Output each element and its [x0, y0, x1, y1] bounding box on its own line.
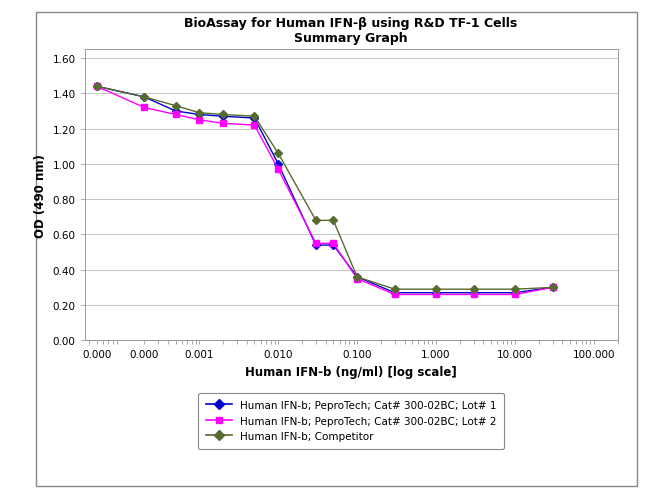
Human IFN-b; PeproTech; Cat# 300-02BC; Lot# 2 [511, 292, 519, 298]
Human IFN-b; Competitor [470, 287, 478, 293]
Human IFN-b; PeproTech; Cat# 300-02BC; Lot# 1 [196, 112, 203, 118]
Human IFN-b; Competitor [274, 151, 282, 157]
Human IFN-b; Competitor [549, 285, 556, 291]
Human IFN-b; Competitor [330, 218, 337, 224]
Human IFN-b; PeproTech; Cat# 300-02BC; Lot# 1 [391, 290, 398, 296]
Human IFN-b; PeproTech; Cat# 300-02BC; Lot# 1 [353, 274, 361, 280]
Human IFN-b; PeproTech; Cat# 300-02BC; Lot# 2 [330, 241, 337, 247]
Human IFN-b; PeproTech; Cat# 300-02BC; Lot# 2 [274, 167, 282, 173]
Human IFN-b; Competitor [219, 112, 227, 118]
Human IFN-b; Competitor [140, 95, 148, 101]
Human IFN-b; Competitor [391, 287, 398, 293]
Line: Human IFN-b; PeproTech; Cat# 300-02BC; Lot# 2: Human IFN-b; PeproTech; Cat# 300-02BC; L… [94, 84, 555, 298]
Human IFN-b; Competitor [93, 84, 101, 90]
Human IFN-b; Competitor [312, 218, 320, 224]
Human IFN-b; PeproTech; Cat# 300-02BC; Lot# 1 [470, 290, 478, 296]
Human IFN-b; Competitor [196, 111, 203, 117]
Human IFN-b; Competitor [511, 287, 519, 293]
Title: BioAssay for Human IFN-β using R&D TF-1 Cells
Summary Graph: BioAssay for Human IFN-β using R&D TF-1 … [185, 17, 517, 45]
Human IFN-b; PeproTech; Cat# 300-02BC; Lot# 2 [93, 84, 101, 90]
Human IFN-b; PeproTech; Cat# 300-02BC; Lot# 2 [432, 292, 440, 298]
Human IFN-b; PeproTech; Cat# 300-02BC; Lot# 1 [312, 242, 320, 248]
Human IFN-b; PeproTech; Cat# 300-02BC; Lot# 2 [251, 123, 259, 129]
Human IFN-b; Competitor [432, 287, 440, 293]
Human IFN-b; PeproTech; Cat# 300-02BC; Lot# 2 [312, 241, 320, 247]
Human IFN-b; PeproTech; Cat# 300-02BC; Lot# 1 [93, 84, 101, 90]
Human IFN-b; PeproTech; Cat# 300-02BC; Lot# 2 [196, 118, 203, 124]
Human IFN-b; PeproTech; Cat# 300-02BC; Lot# 1 [511, 290, 519, 296]
Human IFN-b; Competitor [353, 274, 361, 280]
Human IFN-b; PeproTech; Cat# 300-02BC; Lot# 2 [219, 121, 227, 127]
Y-axis label: OD (490 nm): OD (490 nm) [34, 153, 47, 237]
Human IFN-b; PeproTech; Cat# 300-02BC; Lot# 1 [330, 242, 337, 248]
Human IFN-b; PeproTech; Cat# 300-02BC; Lot# 2 [549, 285, 556, 291]
Human IFN-b; PeproTech; Cat# 300-02BC; Lot# 2 [470, 292, 478, 298]
Human IFN-b; PeproTech; Cat# 300-02BC; Lot# 2 [391, 292, 398, 298]
Human IFN-b; Competitor [172, 103, 179, 109]
Human IFN-b; PeproTech; Cat# 300-02BC; Lot# 1 [432, 290, 440, 296]
Human IFN-b; PeproTech; Cat# 300-02BC; Lot# 1 [549, 285, 556, 291]
Human IFN-b; PeproTech; Cat# 300-02BC; Lot# 2 [353, 276, 361, 282]
Legend: Human IFN-b; PeproTech; Cat# 300-02BC; Lot# 1, Human IFN-b; PeproTech; Cat# 300-: Human IFN-b; PeproTech; Cat# 300-02BC; L… [198, 393, 504, 449]
Human IFN-b; Competitor [251, 114, 259, 120]
Human IFN-b; PeproTech; Cat# 300-02BC; Lot# 1 [172, 109, 179, 115]
Human IFN-b; PeproTech; Cat# 300-02BC; Lot# 1 [274, 161, 282, 167]
Human IFN-b; PeproTech; Cat# 300-02BC; Lot# 2 [140, 105, 148, 111]
Line: Human IFN-b; Competitor: Human IFN-b; Competitor [94, 84, 555, 293]
Human IFN-b; PeproTech; Cat# 300-02BC; Lot# 2 [172, 112, 179, 118]
Line: Human IFN-b; PeproTech; Cat# 300-02BC; Lot# 1: Human IFN-b; PeproTech; Cat# 300-02BC; L… [94, 84, 555, 296]
Human IFN-b; PeproTech; Cat# 300-02BC; Lot# 1 [140, 95, 148, 101]
Human IFN-b; PeproTech; Cat# 300-02BC; Lot# 1 [219, 114, 227, 120]
X-axis label: Human IFN-b (ng/ml) [log scale]: Human IFN-b (ng/ml) [log scale] [245, 365, 457, 378]
Human IFN-b; PeproTech; Cat# 300-02BC; Lot# 1 [251, 116, 259, 122]
